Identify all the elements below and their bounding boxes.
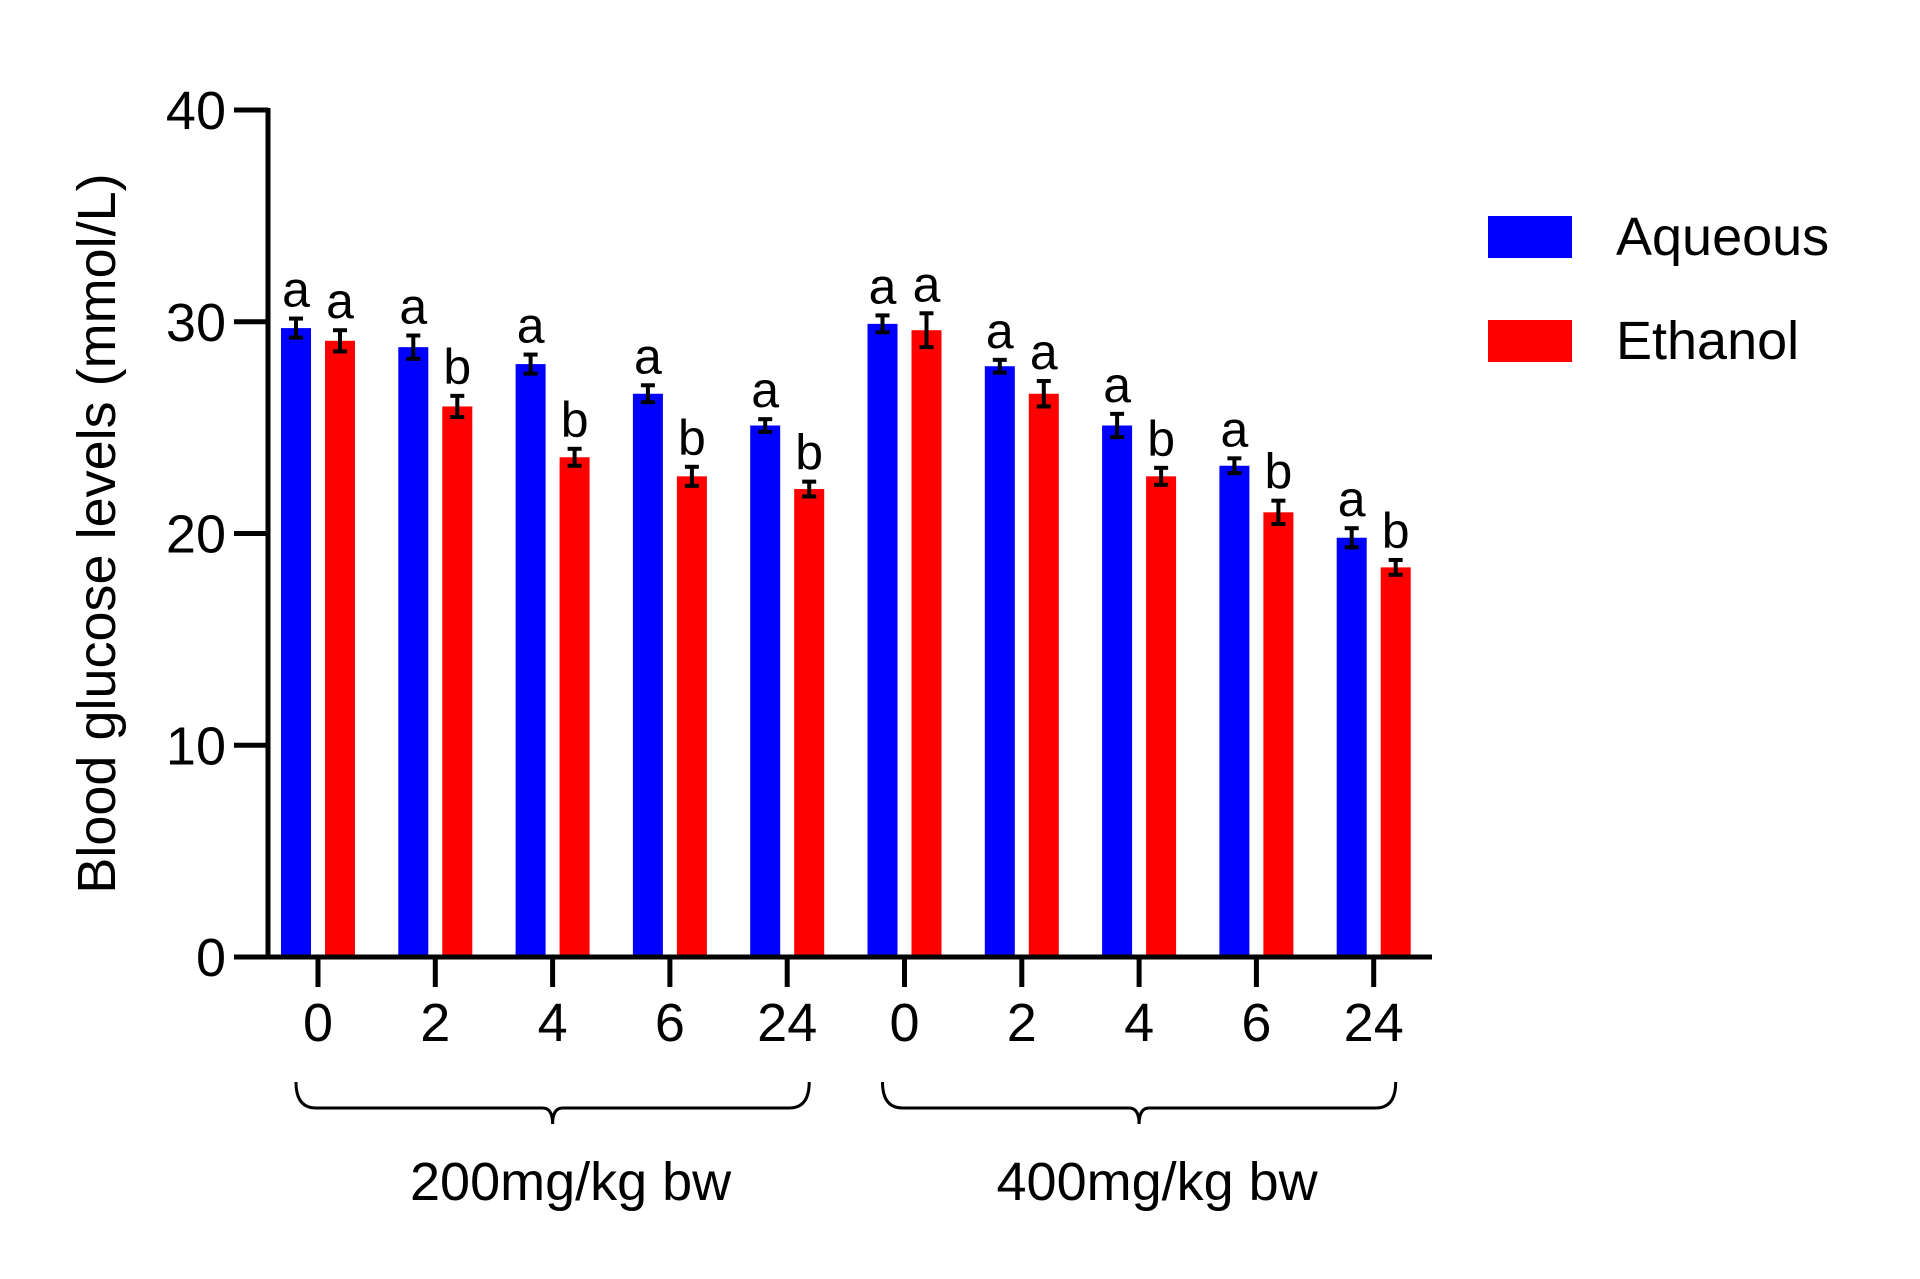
group-brace-1 [881,1081,1398,1125]
legend-swatch-ethanol [1488,320,1572,362]
x-tick-label-7: 4 [1124,993,1154,1053]
x-tick-label-5: 0 [889,993,919,1053]
y-tick-label-40: 40 [166,81,226,141]
bar-ethanol-0 [325,340,355,957]
x-tick-label-4: 24 [757,993,817,1053]
significance-label-ethanol-5: a [913,256,941,312]
bars-layer [281,311,1411,958]
legend-label-aqueous: Aqueous [1616,207,1829,267]
bar-aqueous-3 [632,393,663,957]
bar-aqueous-4 [750,425,781,957]
significance-label-aqueous-0: a [282,262,310,318]
x-tick-label-9: 24 [1344,993,1404,1053]
significance-label-ethanol-7: b [1147,411,1175,467]
bar-ethanol-1 [442,406,473,957]
legend-swatch-aqueous [1488,216,1572,258]
x-tick-label-8: 6 [1241,993,1271,1053]
group-brace-0 [294,1081,811,1125]
legend: Aqueous Ethanol [1488,207,1829,371]
group-label-0: 200mg/kg bw [410,1152,732,1212]
bar-ethanol-6 [1028,393,1059,957]
bar-aqueous-7 [1102,425,1133,957]
y-tick-label-10: 10 [166,716,226,776]
bar-ethanol-7 [1146,476,1177,957]
significance-label-aqueous-7: a [1103,357,1131,413]
significance-label-ethanol-2: b [561,392,589,448]
bar-aqueous-9 [1336,537,1367,957]
bar-aqueous-0 [281,328,311,957]
x-tick-label-1: 2 [420,993,450,1053]
significance-label-aqueous-1: a [399,279,427,335]
bar-aqueous-5 [867,323,898,957]
significance-label-ethanol-4: b [795,425,823,481]
legend-label-ethanol: Ethanol [1616,311,1799,371]
bar-aqueous-8 [1219,465,1250,957]
bar-ethanol-4 [794,489,825,957]
bar-aqueous-6 [984,366,1015,957]
x-tick-label-0: 0 [303,993,333,1053]
x-tick-label-6: 2 [1007,993,1037,1053]
y-tick-label-30: 30 [166,293,226,353]
bar-ethanol-9 [1380,567,1411,957]
bar-ethanol-5 [911,330,942,958]
significance-label-aqueous-3: a [634,328,662,384]
bar-aqueous-2 [515,364,546,958]
bar-aqueous-1 [398,347,429,957]
significance-label-ethanol-8: b [1264,444,1292,500]
significance-label-ethanol-6: a [1030,324,1058,380]
y-tick-label-20: 20 [166,505,226,565]
x-tick-label-3: 6 [655,993,685,1053]
y-axis-label: Blood glucose levels (mmol/L) [67,173,127,893]
significance-label-aqueous-2: a [517,298,545,354]
significance-label-aqueous-8: a [1220,401,1248,457]
group-label-1: 400mg/kg bw [997,1152,1319,1212]
bar-ethanol-2 [559,457,590,957]
significance-label-ethanol-3: b [678,410,706,466]
bar-ethanol-3 [676,476,707,957]
significance-label-ethanol-9: b [1382,503,1410,559]
x-tick-label-2: 4 [538,993,568,1053]
significance-label-ethanol-1: b [443,339,471,395]
significance-label-aqueous-4: a [751,362,779,418]
bar-ethanol-8 [1263,512,1294,957]
y-tick-label-0: 0 [196,928,226,988]
significance-label-ethanol-0: a [326,273,354,329]
significance-label-aqueous-6: a [986,303,1014,359]
significance-label-aqueous-5: a [869,258,897,314]
significance-label-aqueous-9: a [1338,471,1366,527]
